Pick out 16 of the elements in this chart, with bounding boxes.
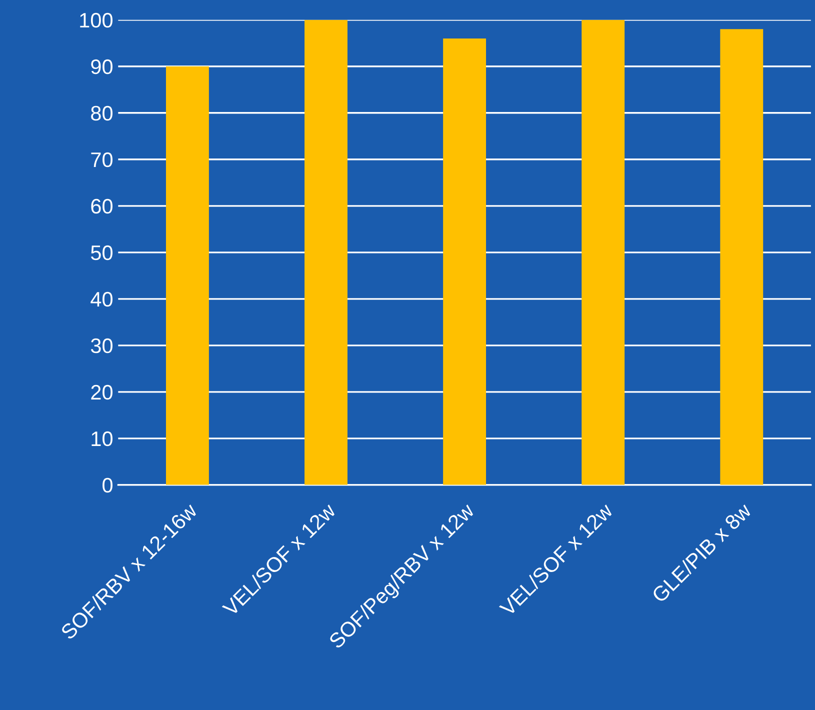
y-tick-label: 50 xyxy=(90,245,112,260)
y-tick-label: 70 xyxy=(91,152,112,168)
bar xyxy=(304,20,348,485)
y-tick-label: 90 xyxy=(91,59,112,74)
y-tick-label: 100 xyxy=(80,12,113,28)
bar xyxy=(582,20,625,485)
y-tick-label: 20 xyxy=(91,384,112,400)
y-tick-label: 10 xyxy=(92,431,112,446)
bar xyxy=(720,29,764,485)
y-tick-label: 80 xyxy=(91,106,112,121)
bar xyxy=(443,38,486,485)
y-tick-label: 60 xyxy=(91,198,112,214)
y-tick-label: 40 xyxy=(90,292,112,307)
bar xyxy=(166,66,209,485)
y-tick-label: 0 xyxy=(102,478,112,493)
y-tick-label: 30 xyxy=(90,338,112,354)
